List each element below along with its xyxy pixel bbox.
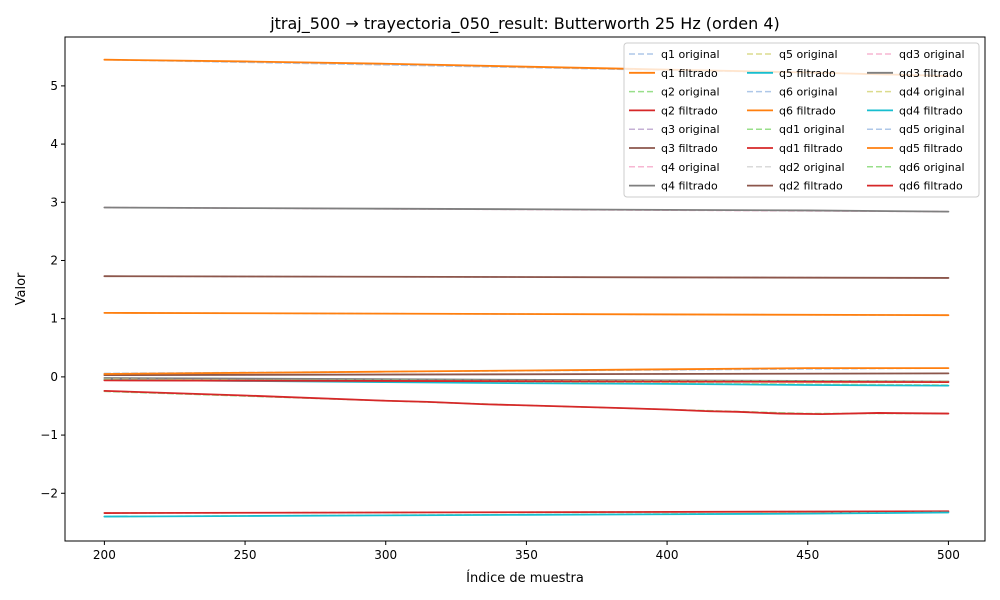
y-tick-label: 0 xyxy=(50,370,58,384)
legend-label: q2 original xyxy=(661,86,720,99)
chart-title: jtraj_500 → trayectoria_050_result: Butt… xyxy=(269,14,780,34)
y-tick-label: 2 xyxy=(50,253,58,267)
legend-item-qd1-filtrado: qd1 filtrado xyxy=(747,142,843,155)
legend-box xyxy=(623,42,980,198)
legend-label: q6 original xyxy=(779,86,838,99)
y-tick-label: 4 xyxy=(50,137,58,151)
legend-item-q2-filtrado: q2 filtrado xyxy=(629,104,718,117)
legend-item-q5-original: q5 original xyxy=(747,48,838,61)
legend-item-qd6-original: qd6 original xyxy=(867,161,965,174)
legend-item-q1-original: q1 original xyxy=(629,48,720,61)
legend-item-q2-original: q2 original xyxy=(629,86,720,99)
legend-label: q5 filtrado xyxy=(779,67,836,80)
x-tick-label: 250 xyxy=(234,548,257,562)
legend-item-qd4-filtrado: qd4 filtrado xyxy=(867,104,963,117)
series-line-q3-filtrado xyxy=(103,275,950,279)
x-tick-label: 450 xyxy=(796,548,819,562)
x-tick-label: 500 xyxy=(937,548,960,562)
legend-item-q1-filtrado: q1 filtrado xyxy=(629,67,718,80)
series-layer xyxy=(103,58,950,518)
legend-item-qd3-original: qd3 original xyxy=(867,48,965,61)
legend-label: q3 original xyxy=(661,123,720,136)
legend-item-q4-filtrado: q4 filtrado xyxy=(629,180,718,193)
legend-label: qd3 filtrado xyxy=(899,67,963,80)
x-tick-label: 300 xyxy=(374,548,397,562)
legend-label: qd4 original xyxy=(899,86,965,99)
series-line-q6-filtrado xyxy=(103,311,950,317)
legend-item-qd5-original: qd5 original xyxy=(867,123,965,136)
x-axis-ticks: 200 250 300 350 400 450 500 xyxy=(93,541,960,562)
legend-label: qd3 original xyxy=(899,48,965,61)
legend-label: qd2 filtrado xyxy=(779,180,843,193)
legend-label: q4 filtrado xyxy=(661,180,718,193)
y-axis-ticks: −2 −1 0 1 2 3 4 5 xyxy=(40,79,65,500)
legend-label: qd6 filtrado xyxy=(899,180,963,193)
legend-item-qd1-original: qd1 original xyxy=(747,123,845,136)
legend-label: qd1 filtrado xyxy=(779,142,843,155)
legend-item-q6-original: q6 original xyxy=(747,86,838,99)
axes-frame xyxy=(64,36,986,542)
series-line-qd6-filtrado xyxy=(103,379,950,384)
y-axis-label: Valor xyxy=(14,272,29,305)
y-tick-label: −1 xyxy=(40,428,58,442)
legend-label: q5 original xyxy=(779,48,838,61)
legend-label: qd5 filtrado xyxy=(899,142,963,155)
legend-label: qd1 original xyxy=(779,123,845,136)
legend-item-q4-original: q4 original xyxy=(629,161,720,174)
y-tick-label: −2 xyxy=(40,486,58,500)
series-line-qd5-filtrado xyxy=(103,367,950,375)
legend-item-qd2-original: qd2 original xyxy=(747,161,845,174)
series-line-q4-filtrado xyxy=(103,206,950,213)
y-tick-label: 1 xyxy=(50,312,58,326)
legend-label: qd2 original xyxy=(779,161,845,174)
legend-label: qd6 original xyxy=(899,161,965,174)
legend-item-qd5-filtrado: qd5 filtrado xyxy=(867,142,963,155)
legend-item-qd3-filtrado: qd3 filtrado xyxy=(867,67,963,80)
legend-label: q4 original xyxy=(661,161,720,174)
legend-item-q3-original: q3 original xyxy=(629,123,720,136)
legend-item-q5-filtrado: q5 filtrado xyxy=(747,67,836,80)
legend-item-q3-filtrado: q3 filtrado xyxy=(629,142,718,155)
legend-label: q1 original xyxy=(661,48,720,61)
legend-item-qd6-filtrado: qd6 filtrado xyxy=(867,180,963,193)
x-tick-label: 400 xyxy=(656,548,679,562)
legend-label: qd5 original xyxy=(899,123,965,136)
series-line-q5-filtrado xyxy=(103,511,950,518)
legend-item-qd2-filtrado: qd2 filtrado xyxy=(747,180,843,193)
series-line-q2-filtrado xyxy=(103,510,950,514)
x-tick-label: 200 xyxy=(93,548,116,562)
series-line-qd2-filtrado xyxy=(103,372,950,377)
legend-item-qd4-original: qd4 original xyxy=(867,86,965,99)
y-tick-label: 3 xyxy=(50,195,58,209)
series-line-qd1-filtrado xyxy=(103,389,950,416)
x-tick-label: 350 xyxy=(515,548,538,562)
legend-label: qd4 filtrado xyxy=(899,104,963,117)
legend-item-q6-filtrado: q6 filtrado xyxy=(747,104,836,117)
legend: q1 original q1 filtrado q2 original q2 filt… xyxy=(623,42,980,198)
legend-label: q2 filtrado xyxy=(661,104,718,117)
legend-label: q6 filtrado xyxy=(779,104,836,117)
plot-area: q1 original q1 filtrado q2 original q2 filt… xyxy=(64,36,986,542)
y-tick-label: 5 xyxy=(50,79,58,93)
x-axis-label: Índice de muestra xyxy=(466,570,584,586)
legend-label: q1 filtrado xyxy=(661,67,718,80)
legend-label: q3 filtrado xyxy=(661,142,718,155)
